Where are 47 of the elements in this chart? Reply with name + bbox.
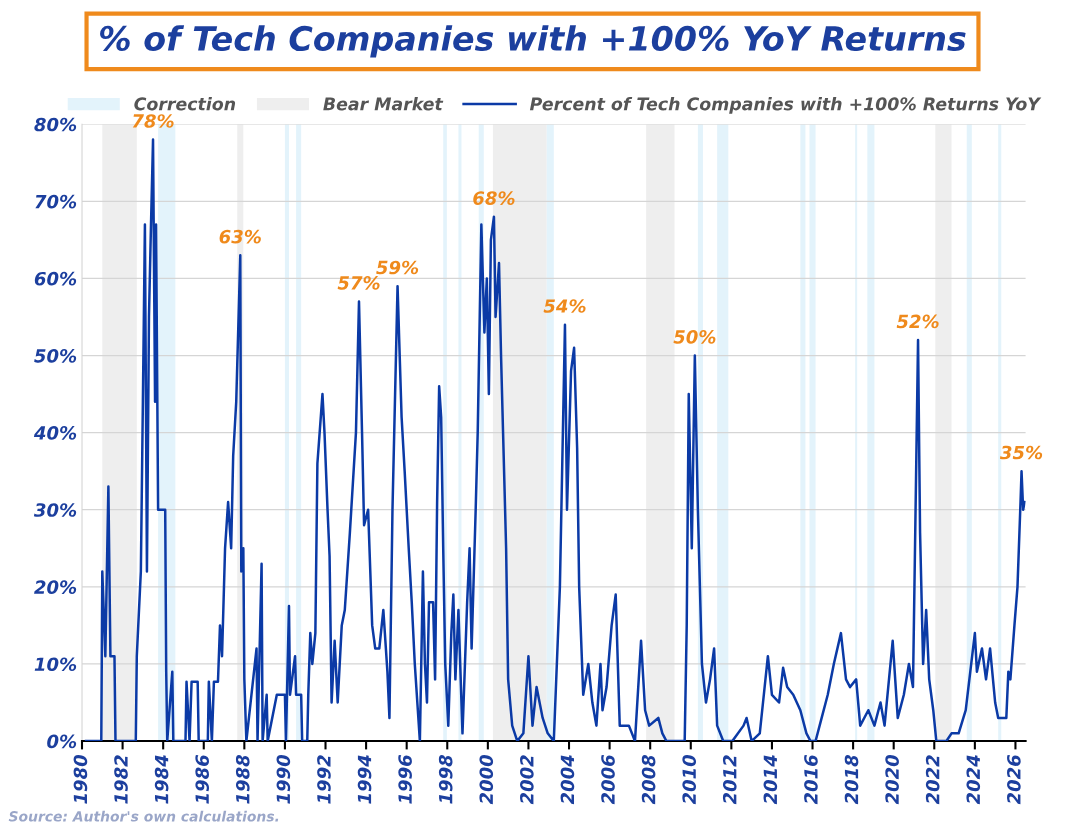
annotation: 59%	[376, 260, 419, 275]
x-tick-label: 2006	[601, 754, 615, 805]
y-tick-label: 50%	[34, 348, 77, 363]
annotation: 52%	[896, 314, 939, 329]
x-tick-label: 2026	[1007, 754, 1021, 805]
x-tick-label: 2018	[844, 754, 859, 805]
x-tick-label: 1982	[114, 755, 128, 804]
annotation: 57%	[337, 276, 380, 290]
x-tick-label: 2016	[804, 754, 818, 805]
x-tick-label: 2010	[682, 754, 697, 805]
y-tick-label: 40%	[33, 426, 77, 440]
y-tick-label: 80%	[34, 117, 77, 132]
x-tick-label: 2004	[560, 755, 575, 805]
annotation: 78%	[132, 114, 174, 128]
x-tick-label: 1994	[357, 755, 372, 804]
x-tick-label: 2008	[641, 754, 656, 805]
x-tick-label: 1984	[154, 755, 169, 804]
x-tick-label: 1992	[317, 755, 331, 804]
annotation: 68%	[473, 191, 515, 205]
x-tick-label: 2014	[763, 755, 778, 805]
x-tick-label: 2012	[722, 755, 737, 805]
legend-label: Bear Market	[323, 96, 444, 111]
y-tick-label: 10%	[34, 657, 77, 672]
x-tick-label: 1988	[235, 754, 250, 804]
x-tick-label: 2020	[885, 754, 899, 805]
x-tick-label: 2000	[479, 754, 494, 805]
y-tick-label: 20%	[34, 580, 77, 594]
legend-label: Percent of Tech Companies with +100% Returns YoY	[529, 96, 1042, 114]
y-tick-label: 70%	[35, 194, 77, 209]
annotation: 35%	[999, 445, 1043, 460]
x-tick-label: 2022	[925, 755, 940, 805]
x-tick-label: 1986	[195, 754, 210, 804]
x-tick-label: 1998	[438, 754, 453, 804]
x-tick-label: 1990	[276, 754, 291, 804]
annotation: 63%	[219, 229, 261, 244]
y-tick-label: 0%	[47, 734, 77, 749]
chart-title: % of Tech Companies with +100% YoY Returns	[100, 25, 966, 58]
source-note: Source: Author's own calculations.	[8, 810, 279, 822]
band-label: Correction	[134, 96, 236, 111]
x-tick-label: 1980	[73, 754, 88, 804]
annotation: 54%	[543, 299, 586, 313]
annotation: 50%	[673, 330, 716, 344]
x-tick-label: 2002	[520, 755, 534, 805]
x-tick-label: 1996	[398, 754, 412, 804]
x-tick-label: 2024	[966, 755, 981, 805]
y-tick-label: 60%	[34, 271, 77, 286]
y-tick-label: 30%	[33, 503, 77, 517]
